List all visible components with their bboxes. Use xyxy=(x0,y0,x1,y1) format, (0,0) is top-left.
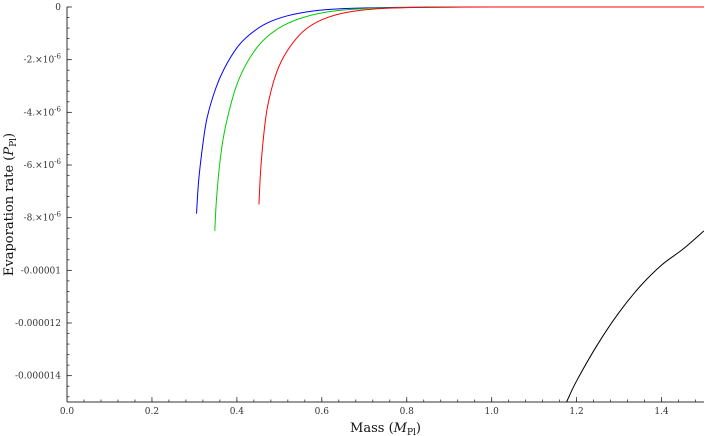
x-tick-label: 0.2 xyxy=(145,407,159,417)
x-tick-label: 1.2 xyxy=(569,407,583,417)
y-tick-label: -4.×10-6 xyxy=(24,105,62,118)
y-tick-label: -0.000014 xyxy=(15,372,61,382)
axes: 0.0 0.2 0.4 0.6 0.8 1.0 1.2 1.4 0 -2.×10-6 -4.×10-… xyxy=(15,3,704,417)
x-tick-label: 0.4 xyxy=(230,407,245,417)
y-tick-label: 0 xyxy=(55,3,61,13)
series-line-2 xyxy=(214,6,704,231)
series-line-3 xyxy=(258,6,704,205)
series-group xyxy=(196,6,704,402)
x-tick-label: 1.4 xyxy=(654,407,669,417)
y-axis-symbol: P xyxy=(2,147,17,157)
y-tick-label: -8.×10-6 xyxy=(24,211,62,224)
x-tick-label: 0.8 xyxy=(400,407,415,417)
y-axis-subscript: Pl xyxy=(9,138,19,147)
y-tick-exponent: -6 xyxy=(54,105,61,113)
y-tick-exponent: -6 xyxy=(54,158,61,166)
y-tick-label: -0.00001 xyxy=(21,266,61,276)
x-axis-subscript: Pl xyxy=(407,428,416,436)
y-tick-label: -2.×10-6 xyxy=(24,53,62,66)
x-tick-label: 0.6 xyxy=(315,407,330,417)
x-axis-symbol: M xyxy=(393,421,408,436)
y-axis-title: Evaporation rate (PPl) xyxy=(2,133,19,276)
series-line-1 xyxy=(196,6,704,214)
series-line-4 xyxy=(566,230,704,402)
x-tick-label: 1.0 xyxy=(485,407,500,417)
x-axis-title: Mass (MPl) xyxy=(350,421,421,436)
y-tick-exponent: -6 xyxy=(54,53,61,61)
y-tick-label: -6.×10-6 xyxy=(24,158,62,171)
x-tick-label: 0.0 xyxy=(60,407,75,417)
y-tick-exponent: -6 xyxy=(54,211,61,219)
y-tick-label: -0.000012 xyxy=(15,319,61,329)
